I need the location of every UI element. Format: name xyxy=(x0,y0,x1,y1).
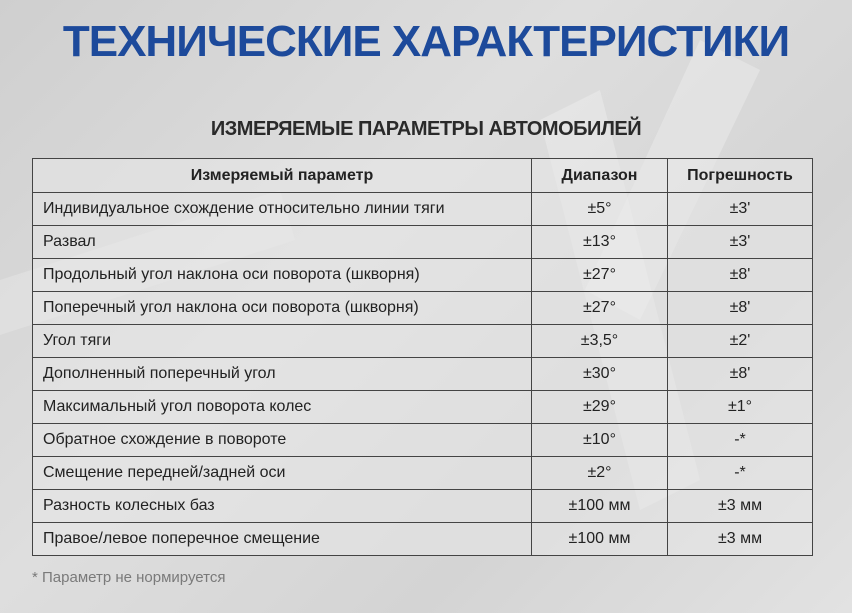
cell-parameter: Правое/левое поперечное смещение xyxy=(32,522,532,556)
page-title: ТЕХНИЧЕСКИЕ ХАРАКТЕРИСТИКИ xyxy=(62,17,790,66)
table-row: Обратное схождение в повороте ±10° -* xyxy=(32,423,813,457)
cell-range: ±5° xyxy=(531,192,668,226)
cell-parameter: Развал xyxy=(32,225,532,259)
table-row: Развал ±13° ±3' xyxy=(32,225,813,259)
cell-range: ±27° xyxy=(531,258,668,292)
cell-accuracy: ±3 мм xyxy=(667,489,813,523)
table-header-row: Измеряемый параметр Диапазон Погрешность xyxy=(32,158,813,193)
table-row: Правое/левое поперечное смещение ±100 мм ±… xyxy=(32,522,813,556)
cell-range: ±2° xyxy=(531,456,668,490)
cell-accuracy: ±3' xyxy=(667,225,813,259)
header-parameter: Измеряемый параметр xyxy=(32,158,532,193)
cell-range: ±27° xyxy=(531,291,668,325)
cell-range: ±29° xyxy=(531,390,668,424)
cell-parameter: Разность колесных баз xyxy=(32,489,532,523)
cell-parameter: Обратное схождение в повороте xyxy=(32,423,532,457)
cell-parameter: Угол тяги xyxy=(32,324,532,358)
cell-parameter: Продольный угол наклона оси поворота (шк… xyxy=(32,258,532,292)
cell-range: ±100 мм xyxy=(531,489,668,523)
table-row: Максимальный угол поворота колес ±29° ±1° xyxy=(32,390,813,424)
table-row: Дополненный поперечный угол ±30° ±8' xyxy=(32,357,813,391)
parameters-table: Измеряемый параметр Диапазон Погрешность… xyxy=(32,158,813,556)
cell-range: ±13° xyxy=(531,225,668,259)
cell-parameter: Максимальный угол поворота колес xyxy=(32,390,532,424)
table-row: Смещение передней/задней оси ±2° -* xyxy=(32,456,813,490)
cell-range: ±30° xyxy=(531,357,668,391)
cell-range: ±100 мм xyxy=(531,522,668,556)
cell-parameter: Дополненный поперечный угол xyxy=(32,357,532,391)
cell-accuracy: ±3 мм xyxy=(667,522,813,556)
cell-accuracy: ±8' xyxy=(667,291,813,325)
cell-accuracy: ±8' xyxy=(667,258,813,292)
table-row: Продольный угол наклона оси поворота (шк… xyxy=(32,258,813,292)
table-row: Разность колесных баз ±100 мм ±3 мм xyxy=(32,489,813,523)
table-row: Угол тяги ±3,5° ±2' xyxy=(32,324,813,358)
cell-parameter: Смещение передней/задней оси xyxy=(32,456,532,490)
cell-accuracy: -* xyxy=(667,456,813,490)
header-range: Диапазон xyxy=(531,158,668,193)
cell-accuracy: ±3' xyxy=(667,192,813,226)
table-row: Поперечный угол наклона оси поворота (шк… xyxy=(32,291,813,325)
cell-accuracy: ±1° xyxy=(667,390,813,424)
cell-parameter: Индивидуальное схождение относительно ли… xyxy=(32,192,532,226)
header-accuracy: Погрешность xyxy=(667,158,813,193)
table-row: Индивидуальное схождение относительно ли… xyxy=(32,192,813,226)
cell-accuracy: ±8' xyxy=(667,357,813,391)
cell-range: ±10° xyxy=(531,423,668,457)
cell-range: ±3,5° xyxy=(531,324,668,358)
cell-accuracy: ±2' xyxy=(667,324,813,358)
cell-accuracy: -* xyxy=(667,423,813,457)
footnote: * Параметр не нормируется xyxy=(32,569,226,586)
cell-parameter: Поперечный угол наклона оси поворота (шк… xyxy=(32,291,532,325)
section-subtitle: ИЗМЕРЯЕМЫЕ ПАРАМЕТРЫ АВТОМОБИЛЕЙ xyxy=(210,118,642,140)
